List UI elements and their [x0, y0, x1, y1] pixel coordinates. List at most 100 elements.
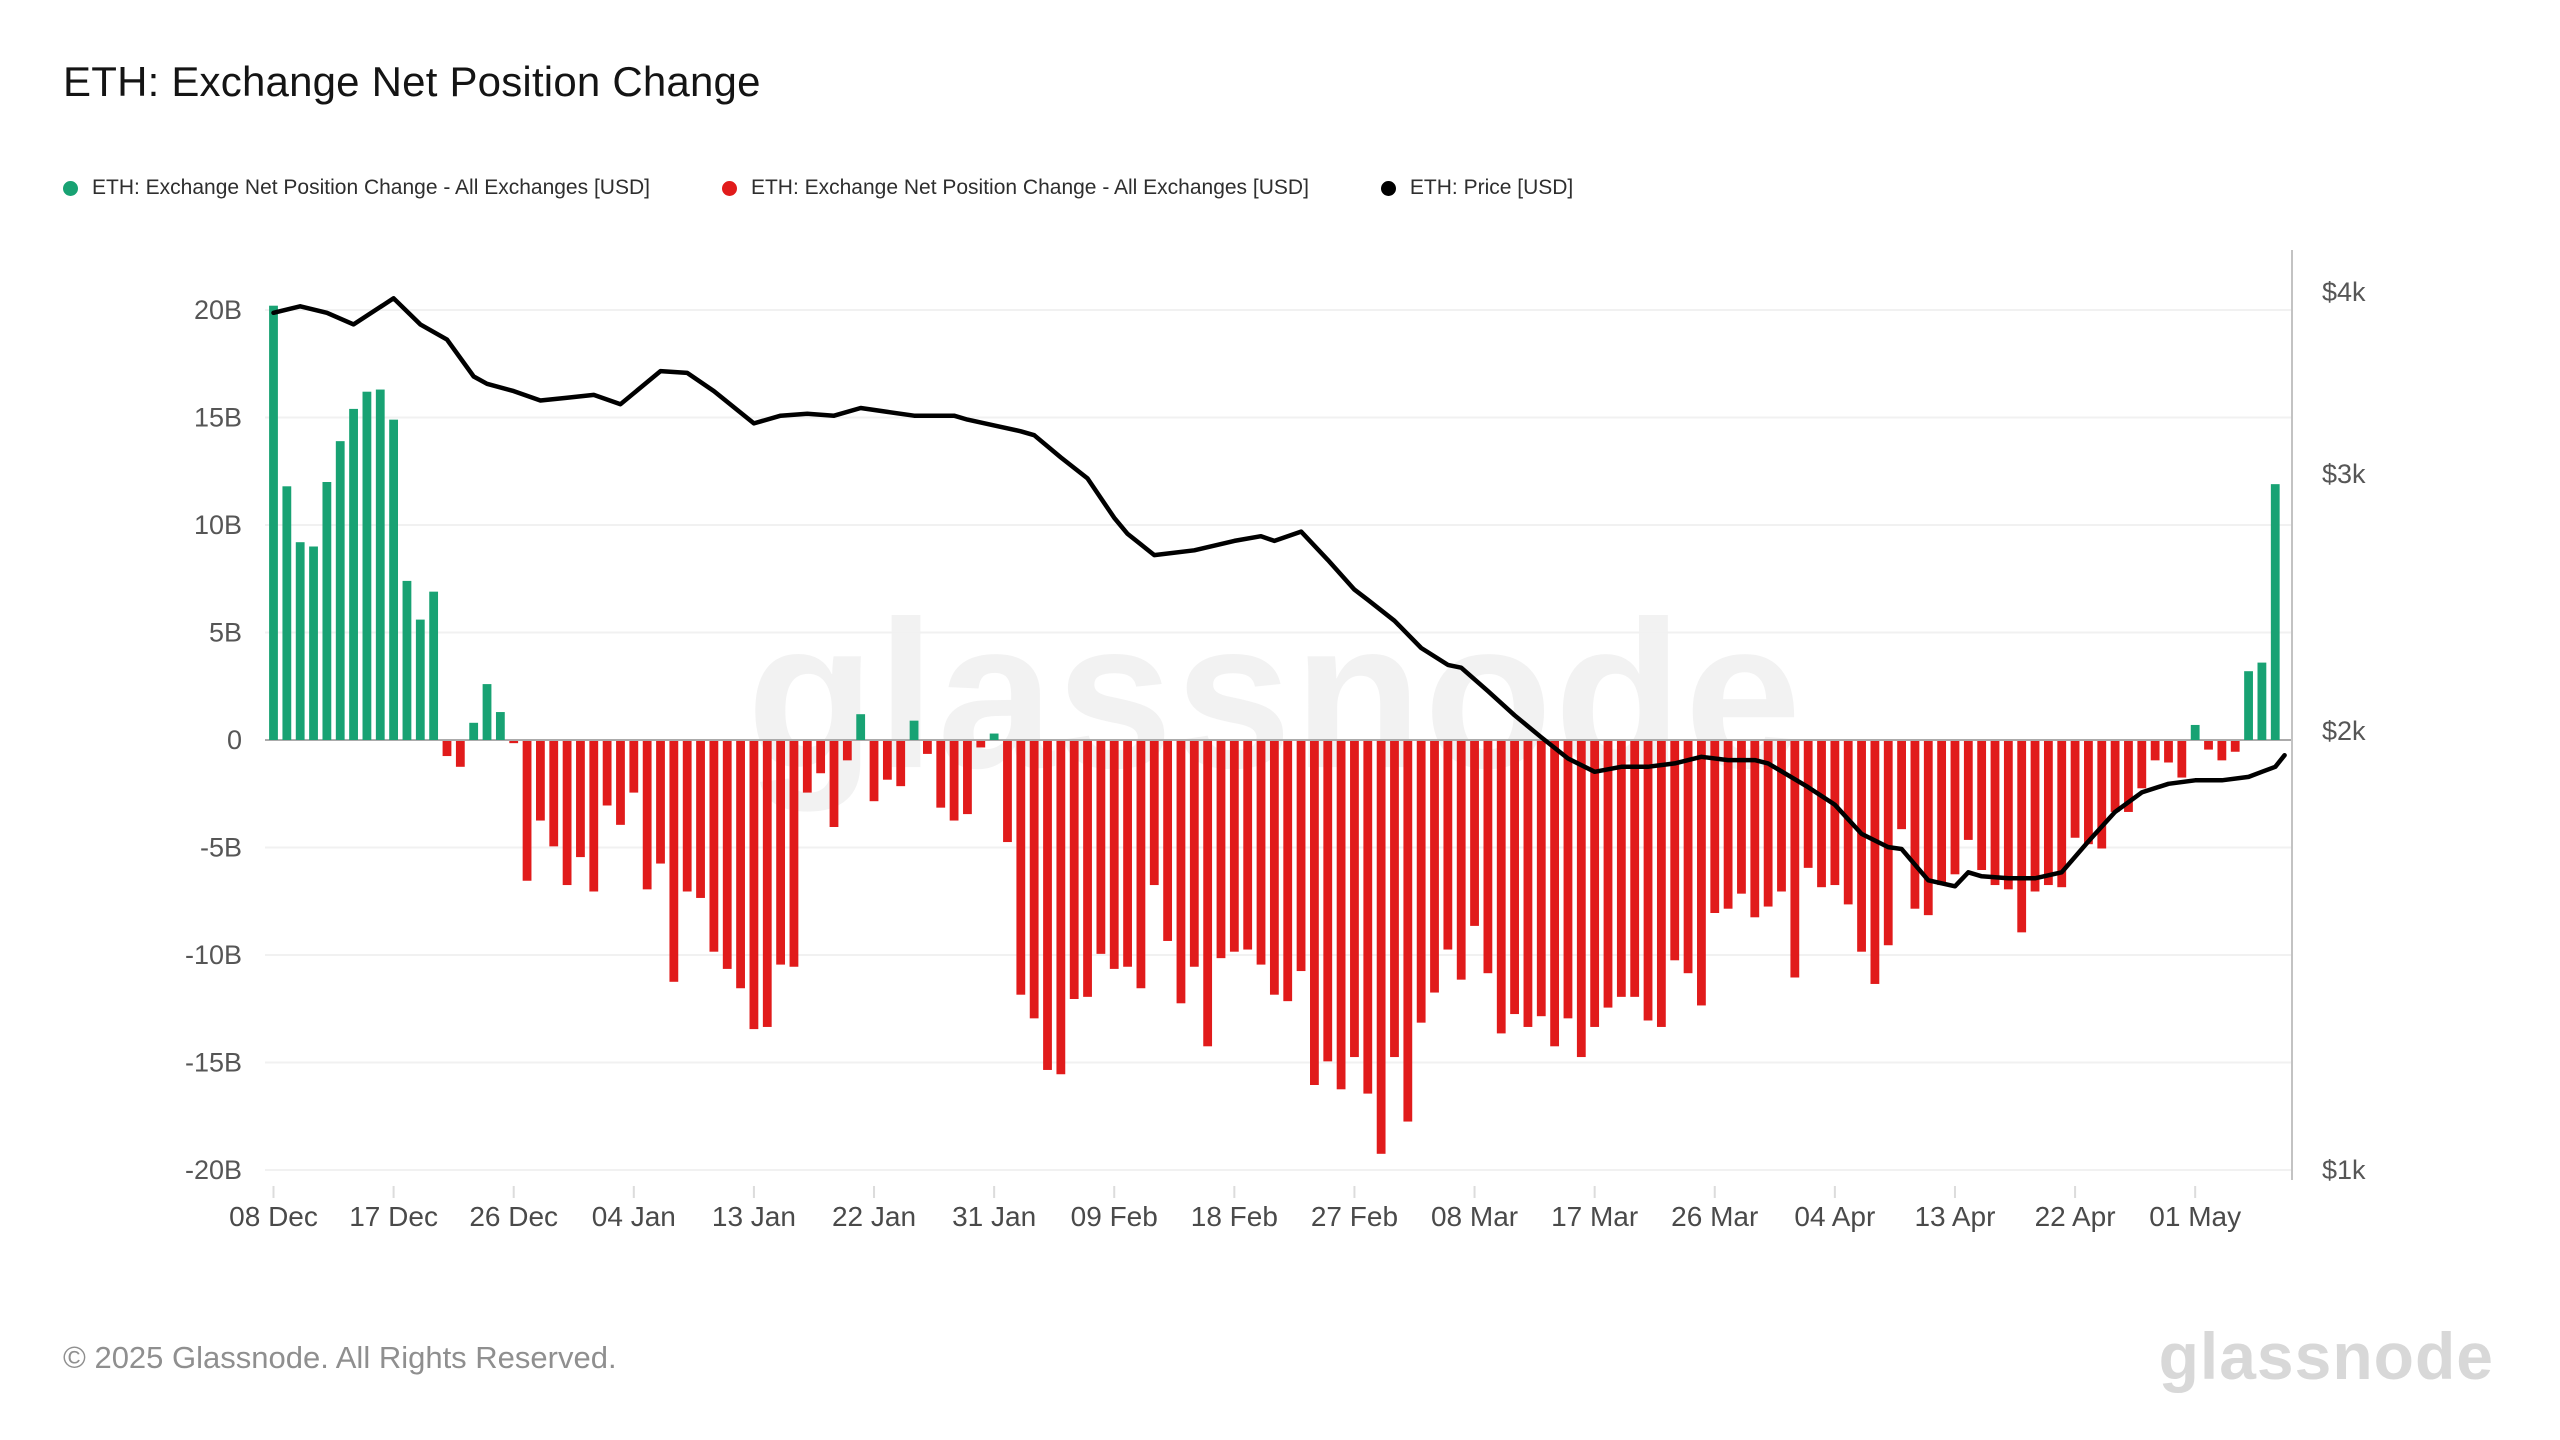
- bar-negative: [1670, 741, 1680, 961]
- bar-negative: [2003, 741, 2013, 890]
- bar-negative: [776, 741, 786, 965]
- bar-positive: [335, 441, 345, 740]
- bar-negative: [1950, 741, 1960, 875]
- bar-negative: [1656, 741, 1666, 1027]
- bar-negative: [1536, 741, 1546, 1017]
- bar-negative: [1243, 741, 1253, 950]
- bar-negative: [2150, 741, 2160, 761]
- glassnode-logo: glassnode: [2158, 1319, 2494, 1393]
- bar-negative: [1229, 741, 1239, 952]
- bar-negative: [1737, 741, 1746, 894]
- bar-negative: [1203, 741, 1213, 1047]
- bar-negative: [1603, 741, 1613, 1008]
- x-axis-label: 17 Mar: [1551, 1201, 1638, 1232]
- price-line-series: [271, 296, 2287, 889]
- bar-negative: [1817, 741, 1826, 888]
- bar-negative: [749, 741, 759, 1030]
- bar-negative: [1643, 741, 1653, 1021]
- bar-negative: [1763, 741, 1773, 907]
- x-axis-label: 31 Jan: [952, 1201, 1036, 1232]
- y-axis-right-label: $4k: [2322, 277, 2366, 307]
- bar-negative: [1416, 741, 1426, 1023]
- bar-negative: [2097, 741, 2107, 849]
- bar-positive: [389, 419, 399, 740]
- x-axis-label: 09 Feb: [1071, 1201, 1158, 1232]
- bar-positive: [429, 591, 439, 740]
- bar-negative: [1350, 741, 1359, 1058]
- bar-positive: [322, 482, 332, 740]
- bar-negative: [2110, 741, 2120, 812]
- legend-item-price[interactable]: ETH: Price [USD]: [1380, 176, 1573, 200]
- legend-label: ETH: Exchange Net Position Change - All …: [750, 176, 1309, 199]
- y-axis-right-label: $2k: [2322, 716, 2366, 746]
- bar-negative: [1697, 741, 1706, 1006]
- gridlines: [265, 309, 2292, 1171]
- bar-negative: [1109, 741, 1119, 969]
- legend-item-net-position-negative[interactable]: ETH: Exchange Net Position Change - All …: [721, 176, 1309, 200]
- bar-negative: [842, 741, 852, 761]
- bar-negative: [1029, 741, 1039, 1019]
- bar-negative: [1256, 741, 1266, 965]
- bar-positive: [856, 714, 866, 740]
- legend-label: ETH: Exchange Net Position Change - All …: [92, 176, 650, 199]
- y-axis-left-label: -5B: [200, 833, 242, 863]
- footer-copyright: © 2025 Glassnode. All Rights Reserved.: [63, 1340, 617, 1375]
- bar-negative: [2057, 741, 2067, 888]
- bar-negative: [1616, 741, 1626, 997]
- bar-negative: [1296, 741, 1306, 972]
- bar-negative: [656, 741, 665, 864]
- bar-negative: [1576, 741, 1586, 1058]
- bar-positive: [282, 486, 292, 740]
- bar-negative: [1923, 741, 1933, 916]
- y-axis-left-label: -20B: [185, 1155, 242, 1185]
- bar-negative: [802, 741, 812, 793]
- y-axis-left-label: 10B: [194, 510, 242, 540]
- bar-negative: [1016, 741, 1026, 995]
- bar-negative: [1336, 741, 1346, 1090]
- bar-negative: [2030, 741, 2040, 892]
- bar-negative: [602, 741, 612, 806]
- x-axis-label: 08 Dec: [229, 1201, 318, 1232]
- y-axis-left-label: 0: [227, 725, 242, 755]
- bar-negative: [1069, 741, 1079, 999]
- bar-negative: [829, 741, 839, 827]
- bar-negative: [1777, 741, 1786, 892]
- bar-negative: [1883, 741, 1893, 946]
- chart-legend: ETH: Exchange Net Position Change - All …: [63, 176, 1573, 200]
- bar-negative: [816, 741, 826, 774]
- bar-negative: [1523, 741, 1533, 1027]
- bar-negative: [936, 741, 946, 808]
- legend-item-net-position-positive[interactable]: ETH: Exchange Net Position Change - All …: [63, 176, 650, 200]
- bar-negative: [642, 741, 652, 890]
- red-series-dot-icon: [721, 180, 737, 196]
- x-axis-label: 26 Dec: [469, 1201, 558, 1232]
- eth-price-line: [271, 296, 2287, 889]
- bar-negative: [1843, 741, 1853, 905]
- bar-negative: [963, 741, 972, 815]
- bar-negative: [1710, 741, 1720, 913]
- bar-negative: [2124, 741, 2133, 812]
- bar-negative: [949, 741, 959, 821]
- x-axis-label: 26 Mar: [1671, 1201, 1758, 1232]
- bar-negative: [1630, 741, 1640, 997]
- bar-positive: [349, 408, 358, 740]
- bar-positive: [989, 733, 999, 740]
- bar-negative: [896, 741, 906, 787]
- bar-negative: [869, 741, 879, 802]
- bar-negative: [722, 741, 732, 969]
- bar-negative: [1149, 741, 1159, 886]
- y-axis-right-label: $1k: [2322, 1155, 2366, 1185]
- bar-negative: [1470, 741, 1479, 926]
- bar-positive: [269, 305, 278, 740]
- bar-negative: [509, 741, 519, 744]
- y-axis-left-label: 15B: [194, 403, 242, 433]
- bar-negative: [455, 741, 465, 767]
- bar-negative: [789, 741, 799, 967]
- green-series-dot-icon: [63, 180, 78, 196]
- bar-negative: [1083, 741, 1092, 997]
- x-axis-label: 04 Apr: [1794, 1201, 1875, 1232]
- bar-positive: [2244, 671, 2253, 740]
- bar-positive: [309, 546, 318, 740]
